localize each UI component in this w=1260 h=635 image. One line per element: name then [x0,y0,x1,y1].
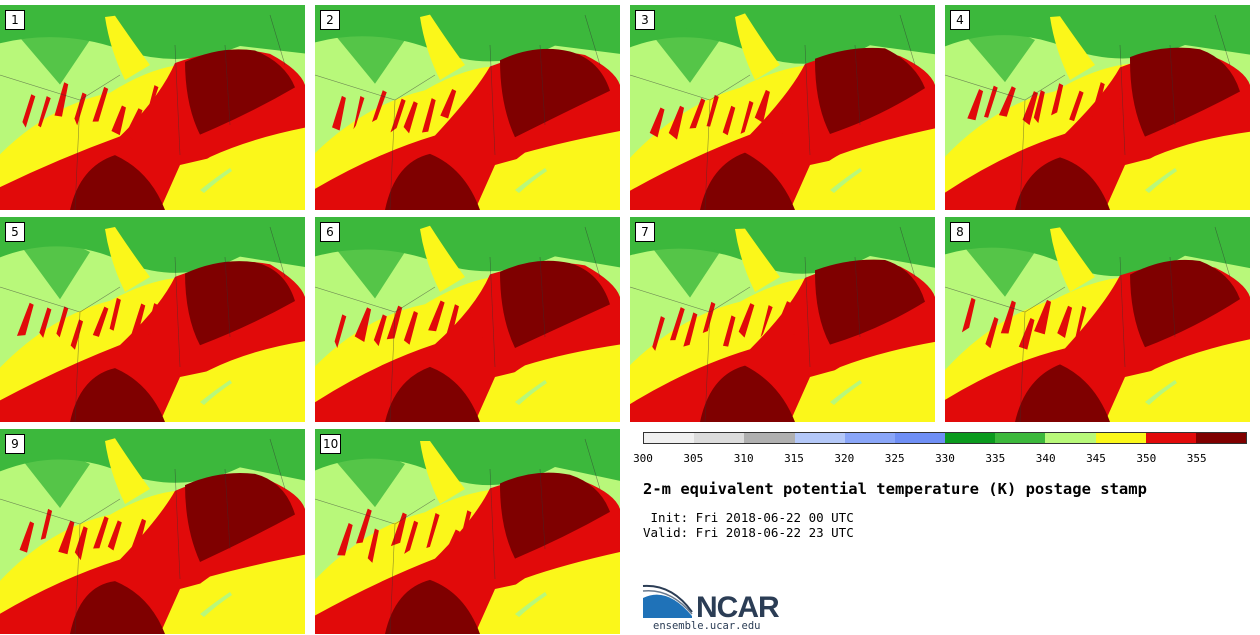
colorbar-tick-label: 325 [884,452,905,465]
member-number-label: 3 [635,10,655,30]
colorbar-segment [894,433,946,443]
ensemble-member-panel: 10 [315,429,620,634]
member-number-label: 6 [320,222,340,242]
member-number-label: 8 [950,222,970,242]
colorbar-tick-label: 355 [1186,452,1207,465]
member-number-label: 5 [5,222,25,242]
theta-e-field [630,217,935,422]
colorbar-segment [694,433,745,443]
ensemble-member-panel: 3 [630,5,935,210]
colorbar-tick-label: 320 [834,452,855,465]
colorbar-segment [1195,433,1247,443]
ensemble-member-panel: 1 [0,5,305,210]
colorbar-segment [744,433,795,443]
colorbar-segment [1145,433,1196,443]
ensemble-member-panel: 4 [945,5,1250,210]
colorbar-tick-label: 345 [1086,452,1106,465]
ncar-logo: NCAR [642,584,781,620]
init-time: Init: Fri 2018-06-22 00 UTC [643,510,854,525]
colorbar-segment [644,433,695,443]
colorbar-tick-label: 350 [1136,452,1157,465]
colorbar-tick-label: 310 [733,452,754,465]
colorbar-tick-label: 315 [784,452,804,465]
colorbar-tick-label: 330 [935,452,955,465]
colorbar-segment [1095,433,1146,443]
colorbar-tick-label: 305 [683,452,704,465]
theta-e-field [315,429,620,634]
colorbar-tick-label: 335 [985,452,1006,465]
ensemble-member-panel: 6 [315,217,620,422]
colorbar-segment [1045,433,1096,443]
member-number-label: 7 [635,222,655,242]
theta-e-field [0,5,305,210]
theta-e-field [945,217,1250,422]
figure-title: 2-m equivalent potential temperature (K)… [643,480,1147,498]
theta-e-field [630,5,935,210]
theta-e-field [315,5,620,210]
colorbar-tick-label: 340 [1035,452,1056,465]
ensemble-member-panel: 7 [630,217,935,422]
ensemble-member-panel: 5 [0,217,305,422]
ncar-logo-text: NCAR [696,591,780,620]
member-number-label: 2 [320,10,340,30]
ncar-logo-swoosh [643,594,692,618]
colorbar [643,432,1247,444]
ensemble-member-panel: 8 [945,217,1250,422]
valid-time: Valid: Fri 2018-06-22 23 UTC [643,525,854,540]
logo-url: ensemble.ucar.edu [653,620,761,632]
ensemble-member-panel: 2 [315,5,620,210]
theta-e-field [315,217,620,422]
theta-e-field [945,5,1250,210]
member-number-label: 1 [5,10,25,30]
member-number-label: 10 [320,434,342,454]
colorbar-segment [844,433,895,443]
colorbar-segment [794,433,845,443]
colorbar-segment [995,433,1046,443]
member-number-label: 9 [5,434,25,454]
theta-e-field [0,217,305,422]
colorbar-tick-label: 300 [633,452,653,465]
member-number-label: 4 [950,10,970,30]
ensemble-member-panel: 9 [0,429,305,634]
colorbar-segment [945,433,996,443]
theta-e-field [0,429,305,634]
